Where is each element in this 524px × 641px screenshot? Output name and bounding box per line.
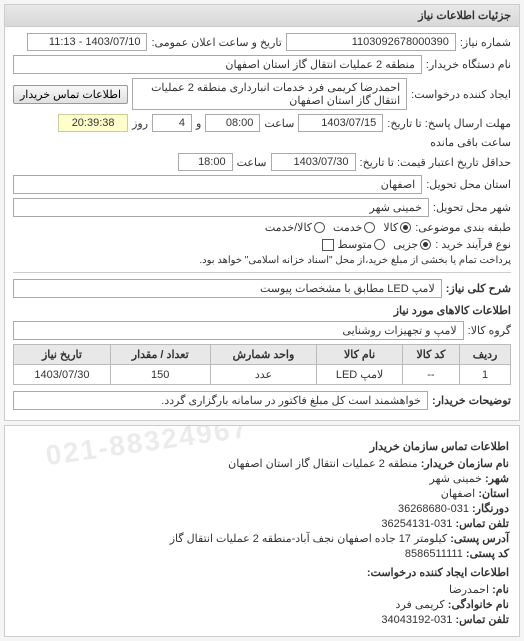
creator-title: اطلاعات ایجاد کننده درخواست: — [15, 566, 509, 579]
desc-field: لامپ LED مطابق با مشخصات پیوست — [13, 279, 442, 298]
postal-value: 8586511111 — [405, 548, 463, 560]
desc-label: شرح کلی نیاز: — [446, 282, 511, 295]
cell-date: 1403/07/30 — [14, 365, 111, 385]
class-radio-goods[interactable]: کالا — [383, 221, 411, 234]
request-no-label: شماره نیاز: — [460, 36, 511, 49]
treasury-checkbox[interactable] — [322, 239, 334, 251]
requester-label: ایجاد کننده درخواست: — [411, 88, 511, 101]
process-label: نوع فرآیند خرید : — [435, 238, 511, 251]
class-option-2: کالا/خدمت — [265, 221, 312, 234]
class-label: طبقه بندی موضوعی: — [415, 221, 511, 234]
fax-label: دورنگار: — [472, 503, 509, 515]
panel-header: جزئیات اطلاعات نیاز — [5, 5, 519, 27]
days-value-field: 4 — [152, 114, 192, 132]
table-row[interactable]: 1 -- لامپ LED عدد 150 1403/07/30 — [14, 365, 511, 385]
public-datetime-label: تاریخ و ساعت اعلان عمومی: — [151, 36, 281, 49]
need-details-panel: جزئیات اطلاعات نیاز شماره نیاز: 11030926… — [4, 4, 520, 421]
group-field: لامپ و تجهیزات روشنایی — [13, 321, 464, 340]
process-radio-group: جزیی متوسط — [338, 238, 432, 251]
process-note: پرداخت تمام یا بخشی از مبلغ خرید،از محل … — [199, 255, 511, 266]
request-no-field: 1103092678000390 — [286, 33, 456, 51]
requester-field: احمدرضا کریمی فرد خدمات انبارداری منطقه … — [132, 78, 407, 110]
process-option-1: متوسط — [338, 238, 373, 251]
validity-date-field: 1403/07/30 — [271, 153, 356, 171]
cell-qty: 150 — [110, 365, 210, 385]
buyer-org-label: نام دستگاه خریدار: — [426, 58, 511, 71]
buyer-contact-panel: 021-88324967 اطلاعات تماس سازمان خریدار … — [4, 425, 520, 637]
buyer-contact-button[interactable]: اطلاعات تماس خریدار — [13, 85, 128, 104]
delivery-province-field: اصفهان — [13, 175, 422, 194]
city-label: شهر: — [485, 473, 509, 485]
city-value: خمینی شهر — [430, 473, 482, 485]
class-option-0: کالا — [383, 221, 398, 234]
name-label: نام: — [492, 584, 509, 596]
validity-label: حداقل تاریخ اعتبار قیمت: تا تاریخ: — [360, 156, 511, 169]
response-deadline-label: مهلت ارسال پاسخ: تا تاریخ: — [387, 117, 511, 130]
postal-label: کد پستی: — [466, 548, 509, 560]
items-table: ردیف کد کالا نام کالا واحد شمارش تعداد /… — [13, 344, 511, 385]
radio-icon — [374, 239, 385, 250]
time-label-2: ساعت — [237, 156, 267, 169]
group-label: گروه کالا: — [468, 324, 511, 337]
col-unit: واحد شمارش — [210, 345, 317, 365]
public-datetime-field: 1403/07/10 - 11:13 — [27, 33, 147, 51]
phone-value: 031-36254131 — [381, 518, 452, 530]
response-time-field: 08:00 — [205, 114, 260, 132]
delivery-province-label: استان محل تحویل: — [426, 178, 511, 191]
radio-icon — [314, 222, 325, 233]
cell-row: 1 — [460, 365, 511, 385]
cphone-value: 031-34043192 — [381, 614, 452, 626]
cell-name: لامپ LED — [317, 365, 402, 385]
class-radio-both[interactable]: کالا/خدمت — [265, 221, 325, 234]
process-radio-medium[interactable]: متوسط — [338, 238, 386, 251]
table-header-row: ردیف کد کالا نام کالا واحد شمارش تعداد /… — [14, 345, 511, 365]
address-value: کیلومتر 17 جاده اصفهان نجف آباد-منطقه 2 … — [170, 533, 447, 545]
col-row: ردیف — [460, 345, 511, 365]
class-option-1: خدمت — [333, 221, 362, 234]
family-label: نام خانوادگی: — [448, 599, 509, 611]
cell-code: -- — [402, 365, 459, 385]
radio-icon — [420, 239, 431, 250]
col-name: نام کالا — [317, 345, 402, 365]
phone-label: تلفن تماس: — [455, 518, 509, 530]
contact-title: اطلاعات تماس سازمان خریدار — [15, 440, 509, 453]
days-and: و — [196, 117, 201, 130]
province-value: اصفهان — [441, 488, 475, 500]
time-label-1: ساعت — [264, 117, 294, 130]
buyer-notes-field: خواهشمند است کل مبلغ فاکتور در سامانه با… — [13, 391, 428, 410]
buyer-notes-label: توضیحات خریدار: — [432, 394, 511, 407]
delivery-city-field: خمینی شهر — [13, 198, 429, 217]
radio-icon — [400, 222, 411, 233]
address-label: آدرس پستی: — [450, 533, 509, 545]
family-value: کریمی فرد — [396, 599, 445, 611]
remaining-time-field: 20:39:38 — [58, 114, 128, 132]
buyer-org-field: منطقه 2 عملیات انتقال گاز استان اصفهان — [13, 55, 422, 74]
province-label: استان: — [478, 488, 509, 500]
process-radio-minor[interactable]: جزیی — [393, 238, 431, 251]
radio-icon — [364, 222, 375, 233]
name-value: احمدرضا — [449, 584, 489, 596]
remaining-label: ساعت باقی مانده — [430, 136, 511, 149]
cphone-label: تلفن تماس: — [455, 614, 509, 626]
items-section-title: اطلاعات کالاهای مورد نیاز — [13, 304, 511, 317]
process-option-0: جزیی — [393, 238, 418, 251]
days-label: روز — [132, 117, 148, 130]
col-code: کد کالا — [402, 345, 459, 365]
org-label: نام سازمان خریدار: — [421, 458, 509, 470]
validity-time-field: 18:00 — [178, 153, 233, 171]
cell-unit: عدد — [210, 365, 317, 385]
class-radio-group: کالا خدمت کالا/خدمت — [265, 221, 411, 234]
org-value: منطقه 2 عملیات انتقال گاز استان اصفهان — [228, 458, 418, 470]
response-date-field: 1403/07/15 — [298, 114, 383, 132]
delivery-city-label: شهر محل تحویل: — [433, 201, 511, 214]
fax-value: 031-36268680 — [398, 503, 469, 515]
col-qty: تعداد / مقدار — [110, 345, 210, 365]
col-date: تاریخ نیاز — [14, 345, 111, 365]
panel-body: شماره نیاز: 1103092678000390 تاریخ و ساع… — [5, 27, 519, 420]
class-radio-service[interactable]: خدمت — [333, 221, 375, 234]
